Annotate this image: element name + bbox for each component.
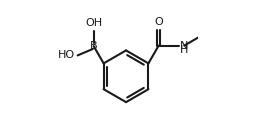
Text: B: B xyxy=(90,41,97,51)
Text: H: H xyxy=(180,45,188,55)
Text: HO: HO xyxy=(58,50,75,60)
Text: OH: OH xyxy=(85,18,102,28)
Text: O: O xyxy=(154,17,163,27)
Text: N: N xyxy=(180,41,188,51)
